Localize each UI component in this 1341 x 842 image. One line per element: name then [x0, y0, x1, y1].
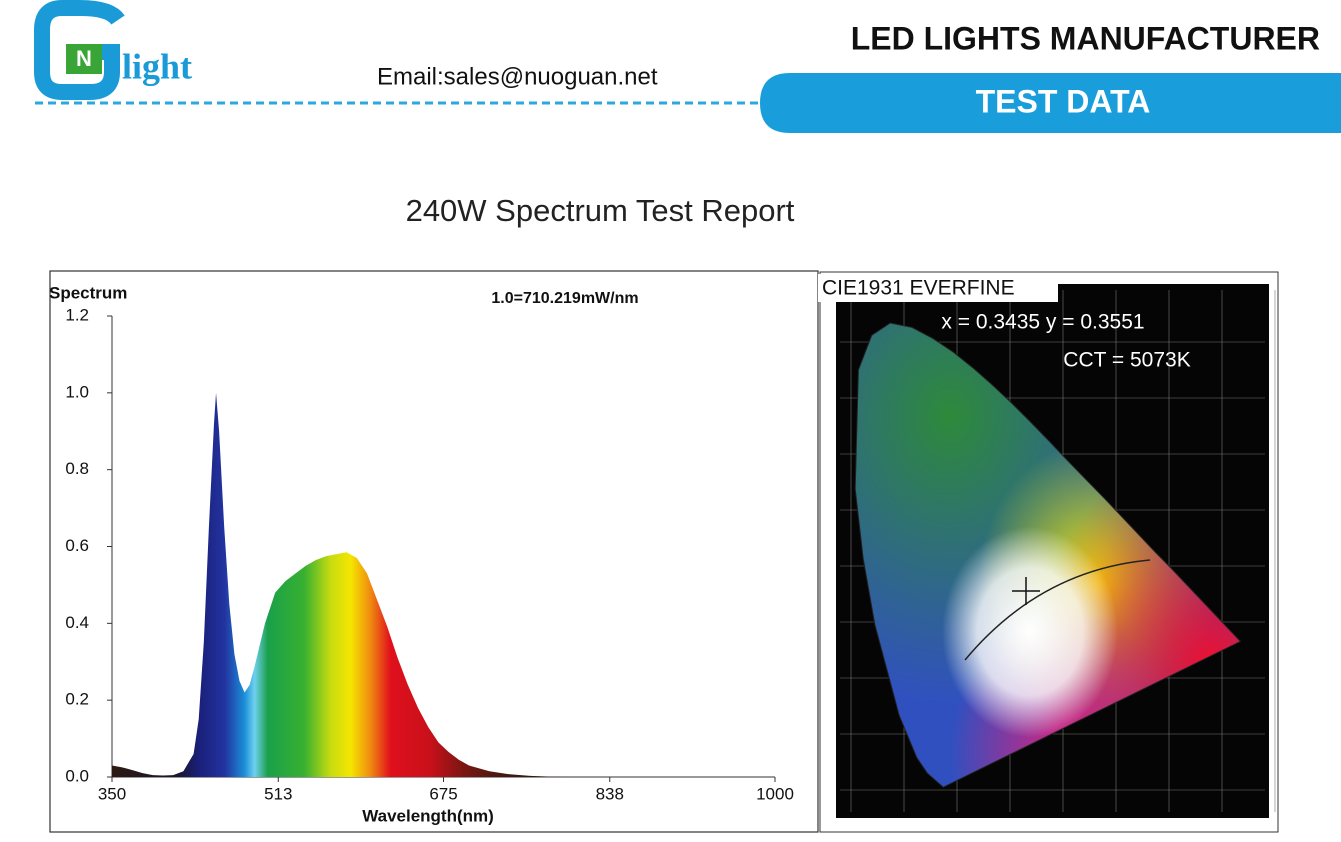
logo-g	[34, 0, 125, 100]
report-title: 240W Spectrum Test Report	[406, 193, 795, 228]
spectrum-chart: Spectrum Wavelength(nm) 1.0=710.219mW/nm…	[49, 283, 794, 825]
logo: N light	[34, 0, 192, 100]
logo-mark: N	[76, 46, 92, 71]
cie-coords: x = 0.3435 y = 0.3551	[941, 311, 1144, 334]
badge-bg	[760, 73, 1341, 133]
y-tick-label: 1.2	[65, 305, 89, 324]
y-tick-label: 0.2	[65, 690, 89, 709]
logo-box	[66, 44, 102, 74]
y-tick-label: 1.0	[65, 382, 89, 401]
annotation: 1.0=710.219mW/nm	[491, 290, 638, 307]
x-tick-label: 675	[429, 784, 457, 803]
cie-label-bg	[818, 274, 1058, 302]
x-tick-label: 838	[596, 784, 624, 803]
spectrum-area	[112, 392, 775, 777]
y-tick-label: 0.8	[65, 459, 89, 478]
cie-diagram: CIE1931 EVERFINE x = 0.3435 y = 0.3551 C…	[818, 271, 1279, 833]
cie-label: CIE1931 EVERFINE	[822, 277, 1015, 300]
y-tick-label: 0.6	[65, 536, 89, 555]
y-axis-label: Spectrum	[49, 283, 127, 302]
company: LED LIGHTS MANUFACTURER	[851, 20, 1320, 56]
planck-locus	[964, 559, 1151, 661]
y-tick-label: 0.0	[65, 766, 89, 785]
badge: TEST DATA	[976, 83, 1151, 119]
cie-cct: CCT = 5073K	[1063, 349, 1190, 372]
logo-text: light	[122, 46, 192, 86]
email: Email:sales@nuoguan.net	[377, 63, 658, 90]
x-tick-label: 350	[98, 784, 126, 803]
cie-locus-outline	[854, 322, 1242, 788]
x-tick-label: 513	[264, 784, 292, 803]
x-axis-label: Wavelength(nm)	[362, 806, 494, 825]
y-tick-label: 0.4	[65, 613, 89, 632]
x-tick-label: 1000	[756, 784, 794, 803]
